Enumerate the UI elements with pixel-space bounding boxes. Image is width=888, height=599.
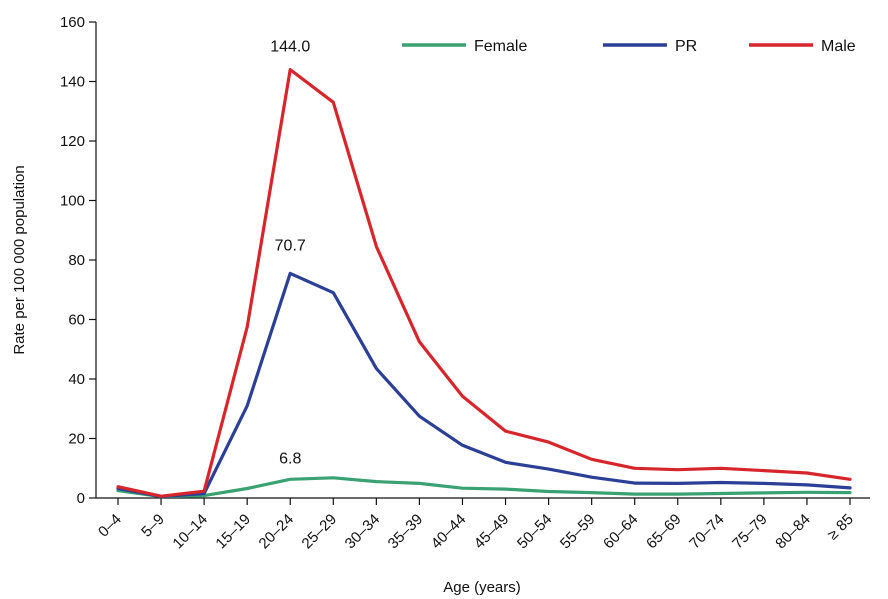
x-tick-label: 20–24 [256,511,298,553]
x-tick-label: 65–69 [643,511,685,553]
x-tick-label: ≥ 85 [824,511,857,544]
x-tick-label: 45–49 [471,511,513,553]
x-tick-label: 30–34 [342,511,384,553]
x-tick-label: 50–54 [514,511,556,553]
x-tick-label: 80–84 [772,511,814,553]
y-tick-label: 20 [68,431,85,448]
x-tick-label: 10–14 [169,511,211,553]
x-tick-label: 15–19 [212,511,254,553]
x-tick-label: 75–79 [729,511,771,553]
legend-label-female: Female [474,38,527,55]
x-tick-label: 70–74 [686,511,728,553]
series-lines [116,67,852,499]
y-tick-label: 60 [68,312,85,329]
x-tick-label: 25–29 [299,511,341,553]
data-label-female: 6.8 [279,450,301,467]
x-tick-label: 40–44 [428,511,470,553]
annotations: 144.0 70.7 6.8 [270,39,310,468]
y-tick-label: 40 [68,371,85,388]
y-tick-label: 120 [60,133,85,150]
y-tick-label: 100 [60,193,85,210]
legend: Female PR Male [402,38,856,55]
legend-label-male: Male [821,38,856,55]
y-tick-label: 0 [77,490,85,507]
y-tick-label: 160 [60,14,85,31]
x-tick-label: 5–9 [138,511,168,541]
x-axis: 0–4 5–9 10–14 15–19 20–24 25–29 30–34 35–39 40–4… [95,497,870,553]
y-axis-title: Rate per 100 000 population [11,165,28,354]
x-axis-title: Age (years) [443,579,521,596]
y-axis: 0 20 40 60 80 100 120 140 160 [60,14,97,507]
series-line-male [116,67,852,498]
x-tick-label: 60–64 [600,511,642,553]
y-tick-label: 80 [68,252,85,269]
data-label-male: 144.0 [270,39,310,56]
data-label-pr: 70.7 [275,237,306,254]
x-tick-label: 35–39 [385,511,427,553]
legend-label-pr: PR [675,38,697,55]
y-tick-label: 140 [60,74,85,91]
x-tick-label: 0–4 [95,511,125,541]
series-line-female [116,476,852,499]
x-tick-label: 55–59 [557,511,599,553]
series-line-pr [116,271,852,499]
